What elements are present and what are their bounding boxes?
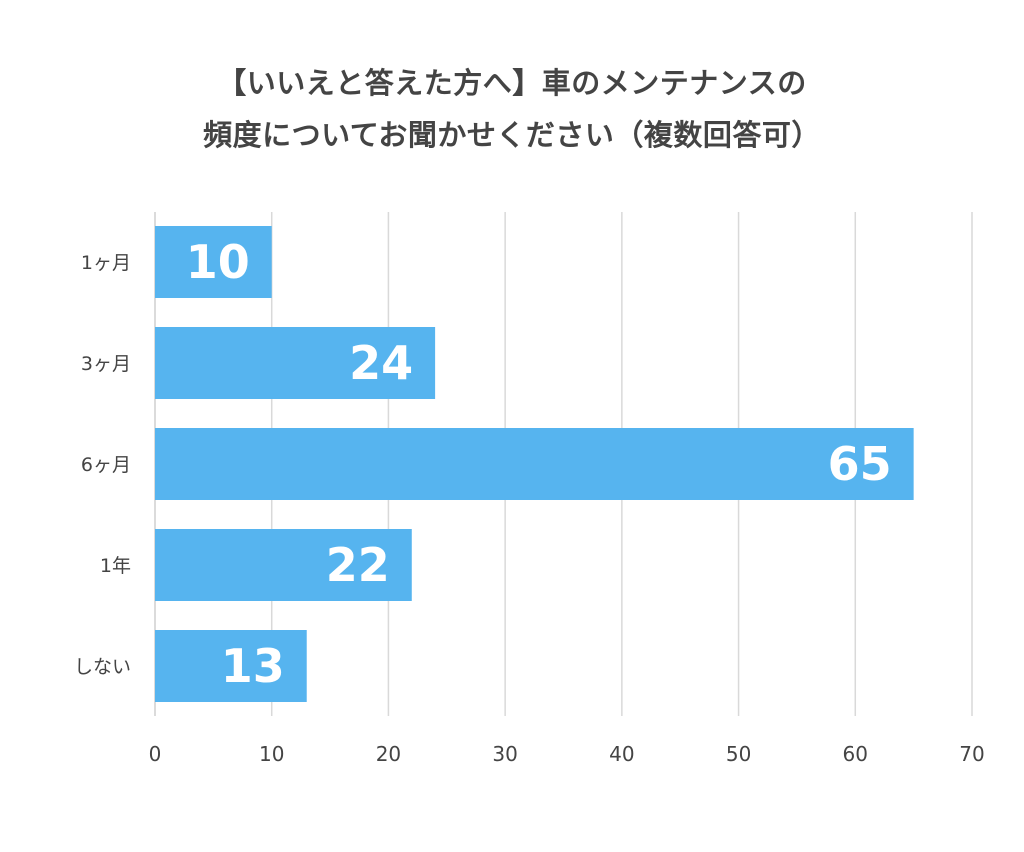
- x-tick-label: 70: [959, 742, 984, 766]
- x-tick-label: 60: [843, 742, 868, 766]
- chart-title-line-2: 頻度についてお聞かせください（複数回答可）: [203, 118, 821, 152]
- bar: [155, 630, 307, 702]
- bar: [155, 327, 436, 399]
- category-label: 6ヶ月: [81, 454, 131, 476]
- value-label: 10: [186, 235, 250, 289]
- value-label: 13: [221, 639, 285, 693]
- bar: [155, 529, 412, 601]
- category-label: 3ヶ月: [81, 353, 131, 375]
- category-label: しない: [74, 656, 131, 678]
- bar: [155, 226, 272, 298]
- x-tick-label: 10: [259, 742, 284, 766]
- x-tick-label: 20: [376, 742, 401, 766]
- value-label: 24: [349, 336, 413, 390]
- x-tick-label: 50: [726, 742, 751, 766]
- category-label: 1ヶ月: [81, 252, 131, 274]
- value-label: 22: [326, 538, 390, 592]
- chart-title-line-1: 【いいえと答えた方へ】車のメンテナンスの: [217, 66, 807, 100]
- category-label: 1年: [100, 555, 131, 577]
- x-tick-label: 40: [609, 742, 634, 766]
- x-tick-label: 30: [492, 742, 517, 766]
- x-tick-label: 0: [149, 742, 162, 766]
- value-label: 65: [828, 437, 892, 491]
- bar: [155, 428, 914, 500]
